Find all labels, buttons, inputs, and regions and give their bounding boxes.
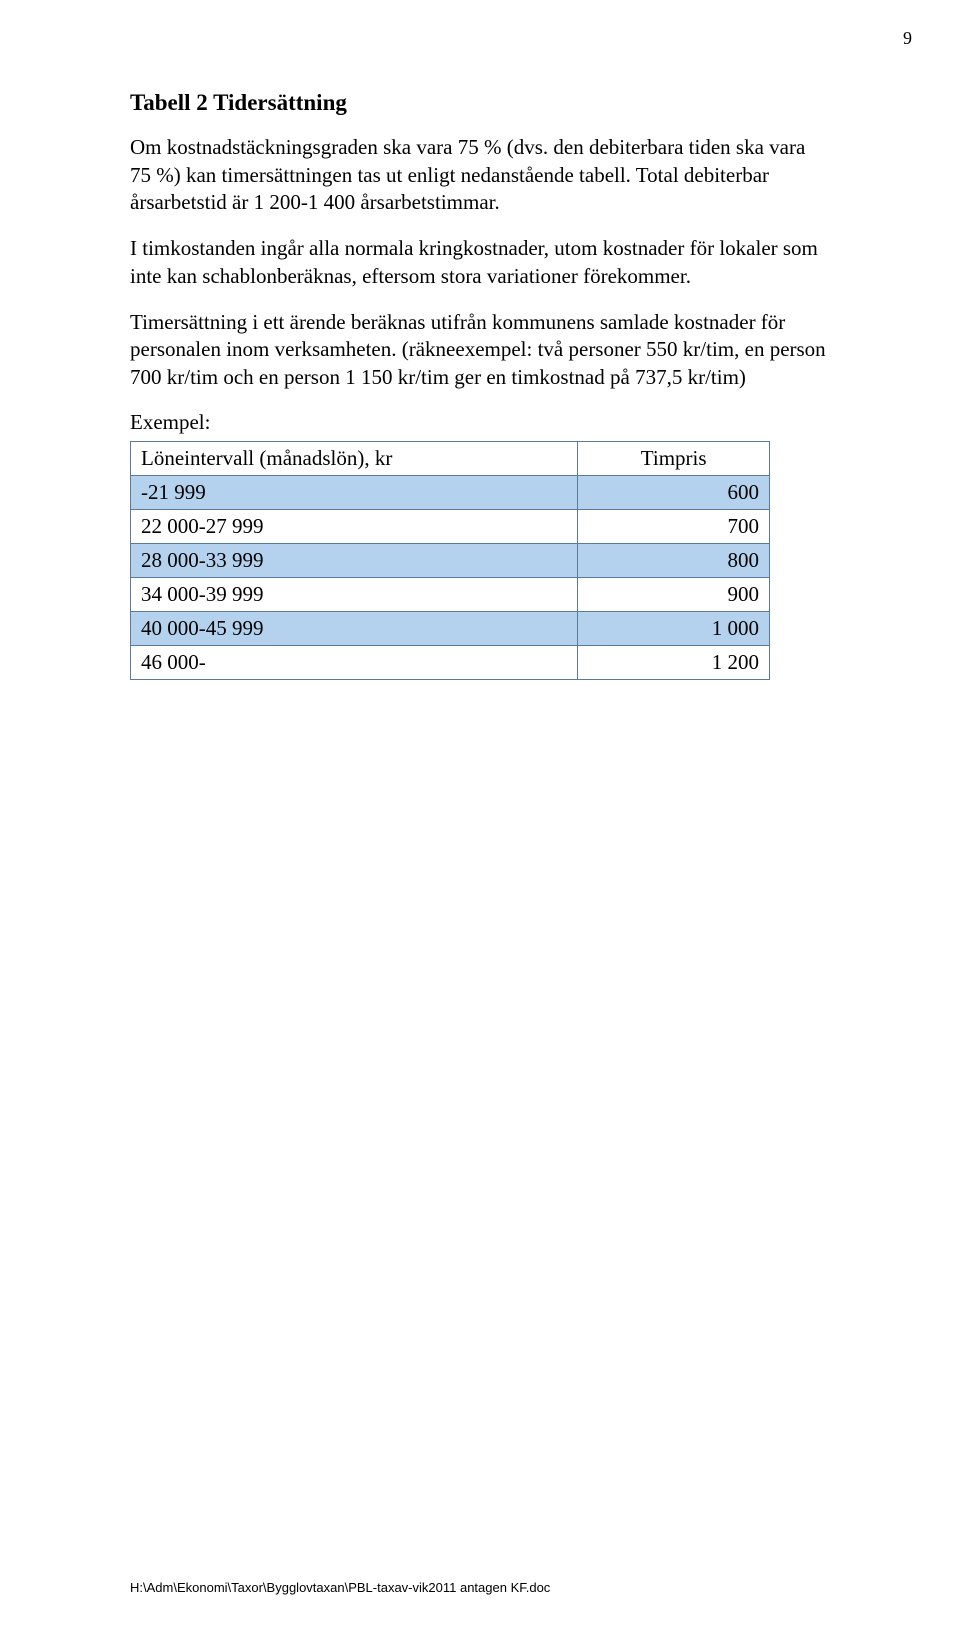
table-header-row: Löneintervall (månadslön), kr Timpris — [131, 441, 770, 475]
page-number: 9 — [903, 28, 912, 49]
table-row: 40 000-45 999 1 000 — [131, 611, 770, 645]
paragraph-3: Timersättning i ett ärende beräknas utif… — [130, 309, 830, 392]
cell-range: 34 000-39 999 — [131, 577, 578, 611]
cell-price: 1 200 — [578, 645, 770, 679]
example-label: Exempel: — [130, 410, 830, 435]
table-row: 28 000-33 999 800 — [131, 543, 770, 577]
paragraph-1: Om kostnadstäckningsgraden ska vara 75 %… — [130, 134, 830, 217]
salary-table: Löneintervall (månadslön), kr Timpris -2… — [130, 441, 770, 680]
cell-range: 22 000-27 999 — [131, 509, 578, 543]
footer-path: H:\Adm\Ekonomi\Taxor\Bygglovtaxan\PBL-ta… — [130, 1580, 550, 1595]
cell-range: 40 000-45 999 — [131, 611, 578, 645]
table-row: 22 000-27 999 700 — [131, 509, 770, 543]
section-title: Tabell 2 Tidersättning — [130, 90, 830, 116]
cell-range: 46 000- — [131, 645, 578, 679]
cell-price: 800 — [578, 543, 770, 577]
cell-price: 900 — [578, 577, 770, 611]
cell-price: 600 — [578, 475, 770, 509]
page: 9 Tabell 2 Tidersättning Om kostnadstäck… — [0, 0, 960, 1635]
paragraph-2: I timkostanden ingår alla normala kringk… — [130, 235, 830, 290]
table-row: 34 000-39 999 900 — [131, 577, 770, 611]
col-header-price: Timpris — [578, 441, 770, 475]
col-header-range: Löneintervall (månadslön), kr — [131, 441, 578, 475]
cell-range: -21 999 — [131, 475, 578, 509]
table-row: -21 999 600 — [131, 475, 770, 509]
cell-price: 1 000 — [578, 611, 770, 645]
cell-range: 28 000-33 999 — [131, 543, 578, 577]
table-row: 46 000- 1 200 — [131, 645, 770, 679]
cell-price: 700 — [578, 509, 770, 543]
